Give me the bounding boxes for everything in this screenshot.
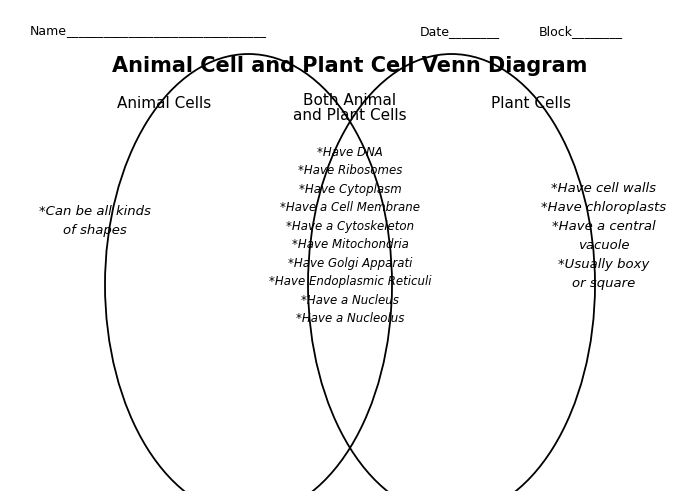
Text: Date________: Date________	[420, 26, 500, 38]
Text: *Have cell walls
*Have chloroplasts
*Have a central
vacuole
*Usually boxy
or squ: *Have cell walls *Have chloroplasts *Hav…	[541, 182, 666, 290]
Text: and Plant Cells: and Plant Cells	[293, 108, 407, 123]
Text: *Can be all kinds
of shapes: *Can be all kinds of shapes	[38, 205, 150, 237]
Text: *Have DNA
*Have Ribosomes
*Have Cytoplasm
*Have a Cell Membrane
*Have a Cytoskel: *Have DNA *Have Ribosomes *Have Cytoplas…	[269, 146, 431, 326]
Text: Both Animal: Both Animal	[303, 93, 397, 108]
Text: Block________: Block________	[539, 26, 623, 38]
Text: Name: Name	[30, 26, 67, 38]
Text: ________________________________: ________________________________	[66, 26, 267, 38]
Text: Animal Cell and Plant Cell Venn Diagram: Animal Cell and Plant Cell Venn Diagram	[112, 56, 588, 76]
Text: Plant Cells: Plant Cells	[491, 96, 570, 110]
Text: Animal Cells: Animal Cells	[118, 96, 211, 110]
